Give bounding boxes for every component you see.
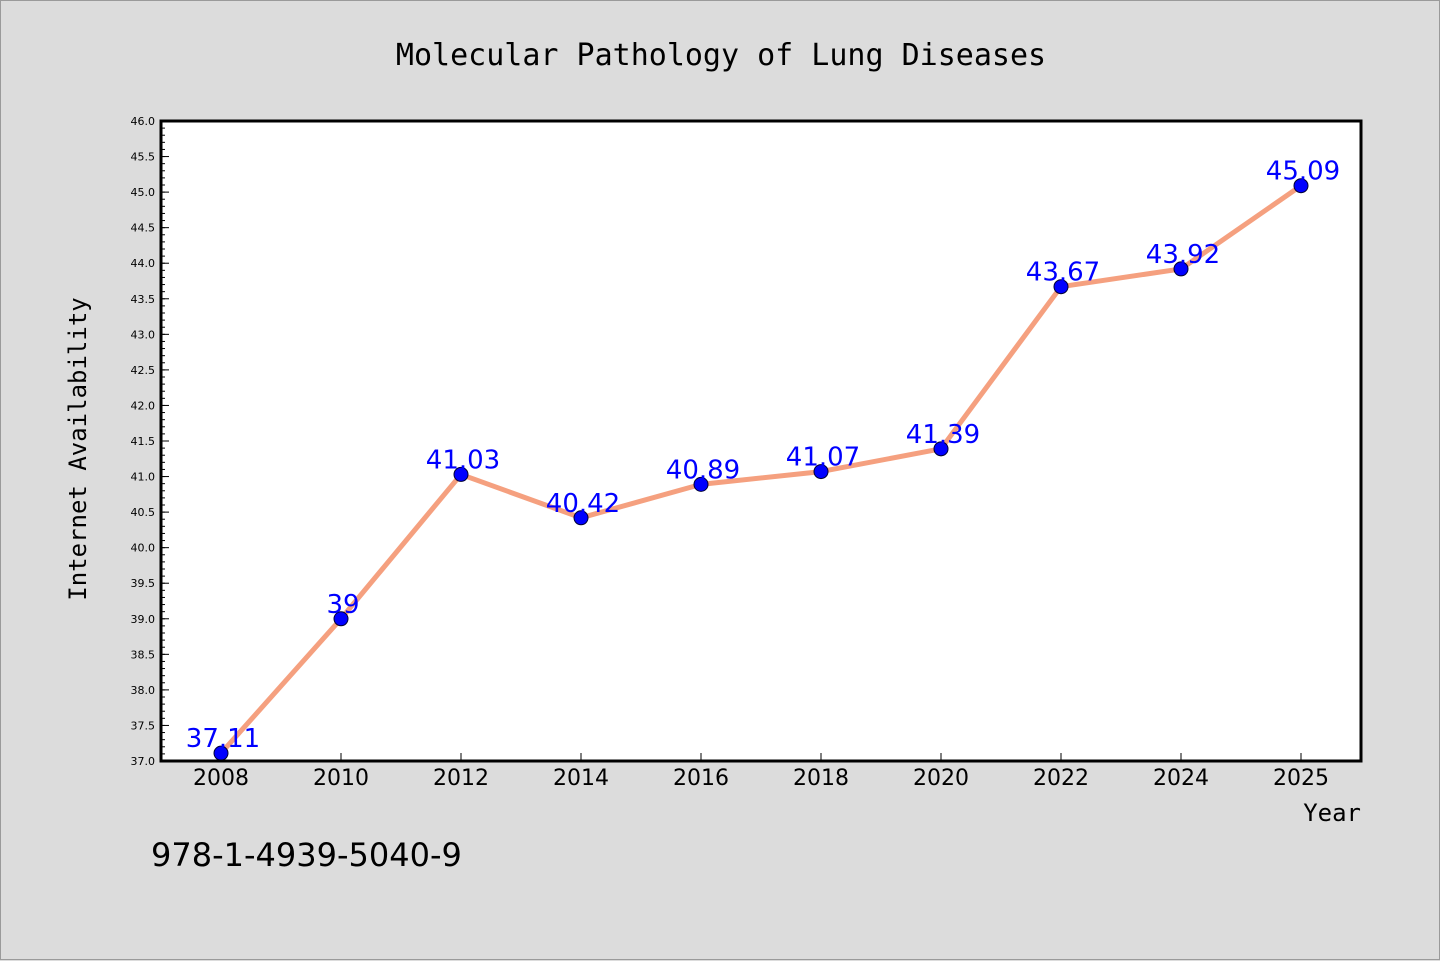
data-point: [453, 466, 469, 482]
x-tick-label: 2012: [433, 766, 489, 791]
data-point: [1173, 261, 1189, 277]
y-tick-label: 37.5: [131, 719, 156, 732]
series: 37.11 39 41.03 40.42 40.89 41.07 41.39 43.67 43.…: [186, 157, 1340, 761]
y-tick-label: 45.5: [131, 151, 156, 164]
data-label: 41.03: [426, 445, 500, 475]
x-tick-label: 2020: [913, 766, 969, 791]
x-tick-label: 2024: [1153, 766, 1209, 791]
y-tick-label: 38.5: [131, 648, 156, 661]
data-label: 43.67: [1026, 258, 1100, 288]
y-tick-label: 45.0: [131, 186, 156, 199]
x-tick-label: 2016: [673, 766, 729, 791]
data-point: [573, 510, 589, 526]
x-tick-label: 2025: [1273, 766, 1329, 791]
y-tick-label: 44.5: [131, 222, 156, 235]
data-label: 41.39: [906, 420, 980, 450]
y-tick-label: 39.5: [131, 577, 156, 590]
x-axis-label: Year: [1303, 799, 1361, 827]
y-tick-label: 41.5: [131, 435, 156, 448]
data-point: [813, 464, 829, 480]
x-tick-label: 2010: [313, 766, 369, 791]
y-tick-label: 43.0: [131, 328, 156, 341]
x-tick-label: 2014: [553, 766, 609, 791]
y-tick-label: 42.0: [131, 399, 156, 412]
data-point: [1293, 178, 1309, 194]
y-tick-label: 40.5: [131, 506, 156, 519]
y-tick-label: 46.0: [131, 115, 156, 128]
data-point: [1053, 279, 1069, 295]
isbn-annotation: 978-1-4939-5040-9: [151, 836, 462, 874]
data-point: [333, 611, 349, 627]
plot-border: [159, 119, 1363, 763]
y-tick-label: 38.0: [131, 684, 156, 697]
y-tick-label: 43.5: [131, 293, 156, 306]
data-label: 41.07: [786, 443, 860, 473]
data-label: 39: [326, 590, 359, 620]
x-tick-label: 2008: [193, 766, 249, 791]
plot-area: [161, 121, 1361, 761]
y-axis-label: Internet Availability: [64, 297, 92, 600]
y-tick-label: 42.5: [131, 364, 156, 377]
y-tick-label: 37.0: [131, 755, 156, 768]
y-tick-label: 40.0: [131, 542, 156, 555]
y-tick-label: 41.0: [131, 471, 156, 484]
data-label: 43.92: [1146, 240, 1220, 270]
chart-title: Molecular Pathology of Lung Diseases: [396, 38, 1046, 73]
x-tick-label: 2018: [793, 766, 849, 791]
x-tick-label: 2022: [1033, 766, 1089, 791]
series-line: [218, 183, 1304, 756]
data-point: [933, 441, 949, 457]
data-label: 40.89: [666, 455, 740, 485]
data-label: 37.11: [186, 724, 260, 754]
y-tick-label: 44.0: [131, 257, 156, 270]
data-label: 45.09: [1266, 157, 1340, 187]
y-tick-label: 39.0: [131, 613, 156, 626]
data-point: [693, 476, 709, 492]
data-label: 40.42: [546, 489, 620, 519]
